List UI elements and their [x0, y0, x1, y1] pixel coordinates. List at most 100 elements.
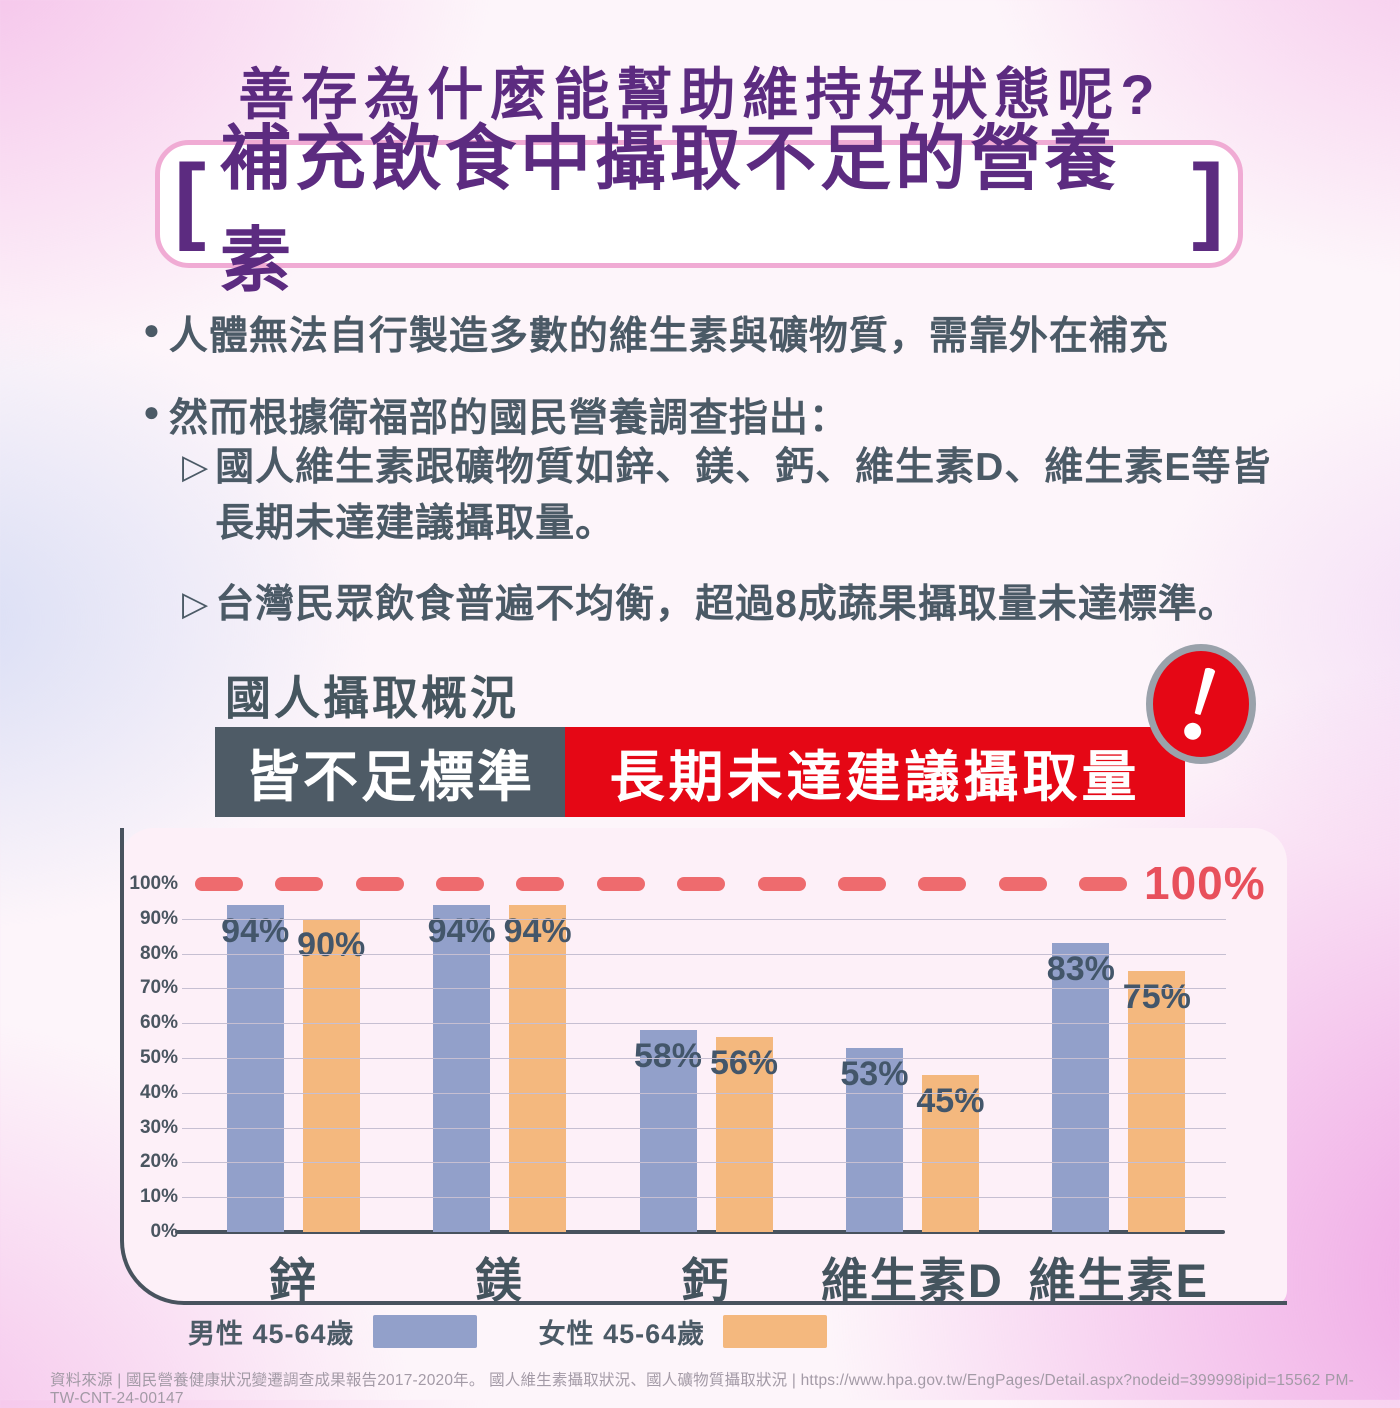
source-note: 資料來源 | 國民營養健康狀況變遷調查成果報告2017-2020年。 國人維生素… [50, 1372, 1354, 1407]
legend-swatch-male [372, 1315, 477, 1348]
headline-text: 補充飲食中攝取不足的營養素 [219, 120, 1120, 301]
gridline [182, 988, 1226, 990]
bar-s0-c1: 94% [428, 904, 496, 1232]
category-label-1: 鎂 [475, 1254, 525, 1307]
bullet-dot-icon: ● [143, 314, 161, 345]
bullet-list: ● 人體無法自行製造多數的維生素與礦物質，需靠外在補充 ● 然而根據衛福部的國民… [143, 305, 1169, 469]
sub-bullet-item: ▷ 國人維生素跟礦物質如鋅、鎂、鈣、維生素D、維生素E等皆 長期未達建議攝取量。 [182, 440, 1271, 552]
dash-segment [355, 877, 404, 891]
gridline [182, 1058, 1226, 1059]
gridline [182, 1162, 1226, 1164]
legend-swatch-female [723, 1315, 828, 1348]
sub-bullet-item: ▷ 台灣民眾飲食普遍不均衡，超過8成蔬果攝取量未達標準。 [182, 577, 1271, 633]
bar-value-label: 83% [1046, 950, 1115, 989]
bar-group-4: 83% 75% [1016, 884, 1222, 1232]
chart-card: 100% 94% 90% 94% 94% 58% 56% 53% 45% 83% 75% 鋅鎂鈣維… [120, 828, 1287, 1307]
y-axis-tick-label: 0% [150, 1221, 178, 1242]
legend-item-female: 女性 45-64歲 [539, 1312, 828, 1351]
y-axis-tick-label: 100% [129, 873, 178, 894]
gridline [182, 1197, 1226, 1199]
legend-item-male: 男性 45-64歲 [188, 1312, 477, 1351]
reference-dashed-line [195, 877, 1127, 891]
bullet-item: ● 然而根據衛福部的國民營養調查指出： [143, 387, 1169, 443]
sub-bullet-line: 長期未達建議攝取量。 [215, 502, 616, 545]
bar-s1-c3: 45% [916, 1075, 984, 1232]
bar-value-label: 56% [709, 1044, 779, 1083]
x-axis-line [175, 1230, 1225, 1234]
category-label-2: 鈣 [681, 1254, 731, 1307]
y-axis-tick-label: 70% [139, 977, 178, 999]
bar-value-label: 75% [1122, 978, 1191, 1016]
bar-value-label: 94% [427, 911, 496, 950]
triangle-bullet-icon: ▷ [182, 585, 210, 623]
bar-s1-c4: 75% [1123, 971, 1191, 1232]
gridline [182, 1023, 1226, 1025]
category-label-4: 維生素E [1028, 1254, 1209, 1307]
sub-bullet-text: 國人維生素跟礦物質如鋅、鎂、鈣、維生素D、維生素E等皆 長期未達建議攝取量。 [215, 440, 1271, 552]
dash-segment [275, 877, 324, 891]
sub-bullet-text: 台灣民眾飲食普遍不均衡，超過8成蔬果攝取量未達標準。 [215, 577, 1238, 633]
bar-s0-c4: 83% [1047, 943, 1115, 1232]
bar-s1-c1: 94% [504, 904, 572, 1232]
reference-line-label: 100% [1144, 857, 1266, 909]
category-label-0: 鋅 [268, 1254, 318, 1307]
dash-segment [596, 877, 645, 891]
bar-value-label: 94% [503, 911, 572, 950]
dash-segment [998, 877, 1047, 891]
bar-s1-c0: 90% [297, 918, 365, 1232]
bar-group-0: 94% 90% [190, 884, 396, 1232]
dash-segment [436, 877, 485, 891]
legend-label-male: 男性 45-64歲 [188, 1319, 355, 1349]
badge-dark: 皆不足標準 [215, 727, 565, 817]
category-label-3: 維生素D [820, 1254, 1004, 1307]
bullet-dot-icon: ● [143, 396, 161, 427]
bar-s0-c3: 53% [840, 1047, 908, 1232]
page-title: 善存為什麼能幫助維持好狀態呢? [238, 63, 1162, 126]
exclamation-dot [1182, 720, 1204, 742]
plot-area: 94% 90% 94% 94% 58% 56% 53% 45% 83% 75% [190, 884, 1222, 1232]
gridline [182, 953, 1226, 955]
bar-value-label: 94% [221, 911, 290, 950]
dash-segment [195, 877, 243, 891]
sub-bullet-line: 台灣民眾飲食普遍不均衡，超過8成蔬果攝取量未達標準。 [215, 583, 1238, 626]
bar-value-label: 90% [297, 925, 366, 964]
bar-s0-c2: 58% [634, 1030, 702, 1232]
section-heading: 國人攝取概況 [225, 672, 519, 724]
bar-value-label: 45% [916, 1082, 985, 1121]
gridline [182, 918, 1226, 920]
triangle-bullet-icon: ▷ [182, 448, 210, 486]
legend-label-female: 女性 45-64歲 [538, 1319, 706, 1349]
y-axis-tick-label: 20% [139, 1151, 178, 1173]
bar-s1-c2: 56% [710, 1037, 778, 1232]
exclamation-bar [1190, 666, 1218, 716]
bracket-left: [ [174, 145, 206, 252]
y-axis-tick-label: 50% [139, 1047, 178, 1068]
dash-segment [837, 877, 886, 891]
banner-row: 皆不足標準 長期未達建議攝取量 [215, 727, 1185, 817]
y-axis-tick-label: 10% [139, 1186, 178, 1208]
y-axis-tick-label: 40% [139, 1081, 178, 1103]
bar-value-label: 58% [633, 1037, 703, 1076]
dash-segment [1078, 877, 1127, 891]
y-axis-tick-label: 80% [139, 942, 178, 964]
bullet-item: ● 人體無法自行製造多數的維生素與礦物質，需靠外在補充 [143, 305, 1169, 361]
y-axis-tick-label: 30% [139, 1116, 178, 1138]
gridline [182, 1127, 1226, 1129]
chart-legend: 男性 45-64歲 女性 45-64歲 [188, 1312, 828, 1351]
bullet-text: 人體無法自行製造多數的維生素與礦物質，需靠外在補充 [168, 315, 1169, 358]
bracket-right: ] [1192, 145, 1224, 252]
dash-segment [918, 877, 967, 891]
alert-exclamation-icon [1146, 644, 1256, 764]
sub-bullet-line: 國人維生素跟礦物質如鋅、鎂、鈣、維生素D、維生素E等皆 [215, 446, 1272, 489]
y-axis-tick-label: 60% [139, 1012, 178, 1034]
bullet-text: 然而根據衛福部的國民營養調查指出： [168, 397, 849, 440]
bar-group-1: 94% 94% [396, 884, 602, 1232]
bar-value-label: 53% [840, 1054, 909, 1093]
bar-s0-c0: 94% [221, 904, 289, 1232]
exclamation-mark [1181, 666, 1221, 743]
y-axis-tick-label: 90% [139, 907, 178, 929]
dash-segment [516, 877, 565, 891]
gridline [182, 1092, 1226, 1094]
dash-segment [677, 877, 726, 891]
headline-box: [ 補充飲食中攝取不足的營養素 ] [155, 120, 1243, 301]
